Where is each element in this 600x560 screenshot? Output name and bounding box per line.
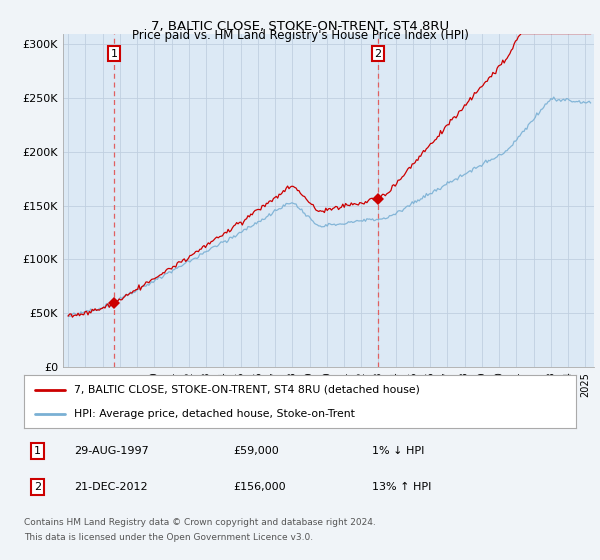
Text: 21-DEC-2012: 21-DEC-2012 [74, 482, 148, 492]
Text: 1: 1 [110, 49, 118, 59]
Text: 7, BALTIC CLOSE, STOKE-ON-TRENT, ST4 8RU (detached house): 7, BALTIC CLOSE, STOKE-ON-TRENT, ST4 8RU… [74, 385, 419, 395]
Text: £156,000: £156,000 [234, 482, 286, 492]
Text: 13% ↑ HPI: 13% ↑ HPI [372, 482, 431, 492]
Text: 1% ↓ HPI: 1% ↓ HPI [372, 446, 424, 456]
Text: 7, BALTIC CLOSE, STOKE-ON-TRENT, ST4 8RU: 7, BALTIC CLOSE, STOKE-ON-TRENT, ST4 8RU [151, 20, 449, 32]
Text: 29-AUG-1997: 29-AUG-1997 [74, 446, 148, 456]
Text: Contains HM Land Registry data © Crown copyright and database right 2024.: Contains HM Land Registry data © Crown c… [24, 518, 376, 527]
Text: HPI: Average price, detached house, Stoke-on-Trent: HPI: Average price, detached house, Stok… [74, 409, 355, 419]
Text: Price paid vs. HM Land Registry's House Price Index (HPI): Price paid vs. HM Land Registry's House … [131, 29, 469, 42]
Text: This data is licensed under the Open Government Licence v3.0.: This data is licensed under the Open Gov… [24, 533, 313, 542]
Text: 2: 2 [34, 482, 41, 492]
Text: 1: 1 [34, 446, 41, 456]
Text: £59,000: £59,000 [234, 446, 280, 456]
Text: 2: 2 [374, 49, 382, 59]
